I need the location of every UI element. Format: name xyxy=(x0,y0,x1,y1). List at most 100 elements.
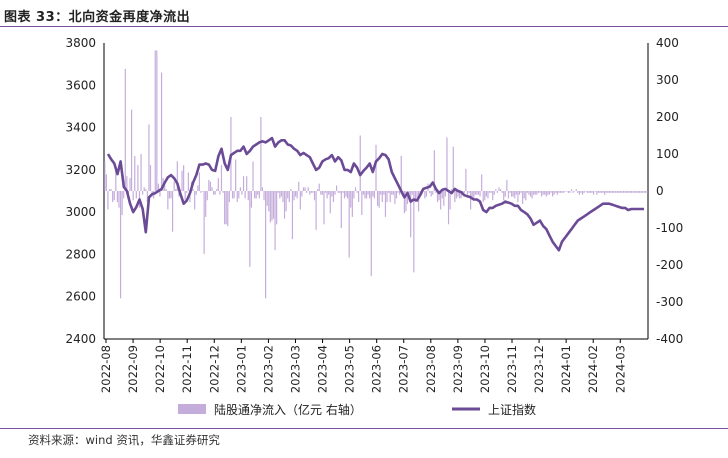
flow-bar xyxy=(134,155,136,191)
left-axis-tick-label: 3400 xyxy=(65,121,96,135)
flow-bar xyxy=(142,191,144,195)
flow-bar xyxy=(585,191,587,192)
flow-bar xyxy=(370,191,372,277)
flow-bar xyxy=(189,191,191,203)
flow-bar xyxy=(473,191,475,199)
right-axis-tick-label: 0 xyxy=(656,184,664,198)
flow-bar xyxy=(392,191,394,195)
flow-bar xyxy=(294,191,297,197)
flow-bar xyxy=(540,191,543,197)
flow-bar xyxy=(307,187,309,191)
flow-bar xyxy=(242,176,245,191)
flow-bar xyxy=(643,191,645,193)
flow-bar xyxy=(414,191,417,203)
flow-bar xyxy=(488,191,491,193)
flow-bar xyxy=(575,189,577,191)
x-axis-tick-label: 2023-05 xyxy=(343,345,357,393)
flow-bar xyxy=(339,191,341,193)
flow-bar xyxy=(356,191,358,193)
flow-bar xyxy=(345,191,347,197)
flow-bar xyxy=(381,191,383,203)
flow-bar xyxy=(108,189,111,191)
flow-bar xyxy=(299,191,301,210)
flow-bar xyxy=(222,191,224,193)
flow-bar xyxy=(496,191,499,193)
flow-bar xyxy=(470,191,472,210)
flow-bar xyxy=(405,191,407,212)
x-axis-tick-label: 2022-11 xyxy=(180,345,194,393)
flow-bar xyxy=(536,191,538,195)
flow-bar xyxy=(507,191,510,199)
flow-bar xyxy=(272,191,275,219)
flow-bar xyxy=(517,191,519,203)
flow-bar xyxy=(148,124,150,191)
flow-bar xyxy=(499,189,502,191)
flow-bar xyxy=(290,189,292,191)
flow-bar xyxy=(400,155,402,191)
flow-bar xyxy=(224,191,226,225)
flow-bar xyxy=(547,191,549,195)
flow-bar xyxy=(119,191,122,299)
flow-bar xyxy=(545,191,547,197)
flow-bar xyxy=(187,172,189,191)
flow-bar xyxy=(263,191,265,201)
flow-bar xyxy=(458,191,461,199)
flow-bar xyxy=(302,187,305,191)
legend-bar-swatch xyxy=(178,404,206,414)
flow-bar xyxy=(306,191,308,193)
flow-bar xyxy=(235,159,237,191)
flow-bar xyxy=(348,191,350,258)
source-divider xyxy=(0,428,728,429)
flow-bar xyxy=(280,191,282,197)
flow-bar xyxy=(291,191,294,240)
flow-bar xyxy=(276,191,278,225)
flow-bar xyxy=(528,191,530,195)
flow-bar xyxy=(604,191,606,195)
flow-bar xyxy=(578,191,581,195)
flow-bar xyxy=(214,191,216,195)
flow-bar xyxy=(525,191,527,201)
flow-bar xyxy=(611,191,614,193)
flow-bar xyxy=(399,191,401,195)
flow-bar xyxy=(443,191,445,206)
flow-bar xyxy=(634,191,636,193)
flow-bar xyxy=(219,191,221,195)
flow-bar xyxy=(641,191,644,193)
flow-bar xyxy=(599,191,601,193)
flow-bar xyxy=(416,191,418,199)
flow-bar xyxy=(413,191,415,273)
flow-bar xyxy=(596,191,598,195)
flow-bar xyxy=(424,191,426,199)
flow-bar xyxy=(492,191,494,201)
flow-bar xyxy=(602,191,604,193)
x-axis-tick-label: 2024-01 xyxy=(559,345,573,393)
flow-bar xyxy=(629,191,631,193)
flow-bar xyxy=(156,50,158,192)
flow-bar xyxy=(542,191,544,195)
flow-bar xyxy=(626,191,628,193)
flow-bar xyxy=(116,191,118,203)
flow-bar xyxy=(283,191,286,219)
flow-bar xyxy=(619,191,622,193)
flow-bar xyxy=(140,154,142,191)
flow-bar xyxy=(466,191,469,195)
flow-bar xyxy=(411,191,413,195)
left-axis-tick-label: 2800 xyxy=(65,247,96,261)
right-axis-tick-label: 200 xyxy=(656,110,679,124)
flow-bar xyxy=(331,191,333,197)
flow-bar xyxy=(309,191,311,195)
x-axis-tick-label: 2023-10 xyxy=(478,345,492,393)
x-axis-tick-label: 2022-08 xyxy=(99,345,113,393)
flow-bar xyxy=(342,191,344,193)
flow-bar xyxy=(526,191,528,193)
flow-bar xyxy=(200,191,202,193)
left-axis-tick-label: 3600 xyxy=(65,78,96,92)
flow-bar xyxy=(506,179,508,191)
flow-bar xyxy=(481,174,483,191)
flow-bar xyxy=(324,191,327,193)
flow-bar xyxy=(249,191,251,267)
flow-bar xyxy=(577,191,579,193)
flow-bar xyxy=(340,191,342,228)
flow-bar xyxy=(211,187,213,191)
flow-bar xyxy=(588,191,590,193)
